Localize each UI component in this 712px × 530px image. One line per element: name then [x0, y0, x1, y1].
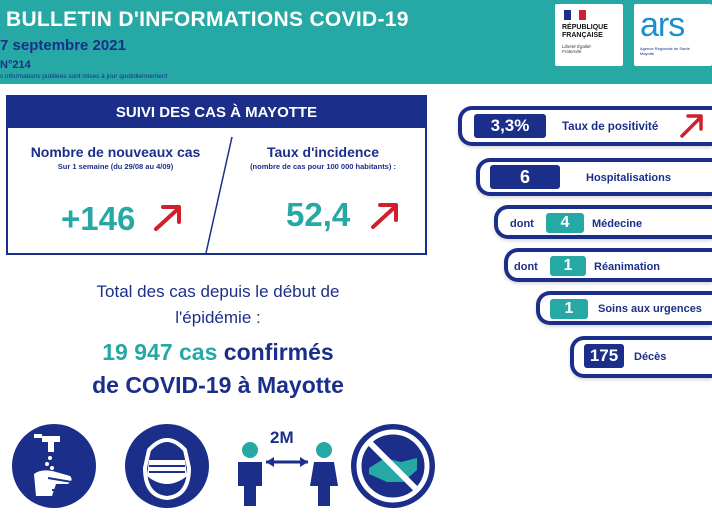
- total-confirmed: confirmés: [223, 339, 334, 365]
- total-count: 19 947 cas: [102, 339, 218, 365]
- deces-value: 175: [584, 344, 624, 368]
- hosp-value: 6: [490, 165, 560, 189]
- ars-logo: ars Agence Régionale de Santé Mayotte: [634, 4, 712, 66]
- positivity-value: 3,3%: [474, 114, 546, 138]
- french-flag-icon: [564, 10, 586, 20]
- total-line2: l'épidémie :: [175, 308, 261, 327]
- rf-motto: Liberté Égalité Fraternité: [562, 44, 591, 54]
- hosp-label: Hospitalisations: [586, 172, 671, 184]
- reanimation-label: Réanimation: [594, 261, 661, 273]
- new-cases-value: +146: [61, 200, 136, 237]
- total-intro: Total des cas depuis le début de l'épidé…: [0, 279, 436, 331]
- suivi-title: SUIVI DES CAS À MAYOTTE: [8, 97, 425, 128]
- arrow-up-right-icon: [680, 114, 703, 138]
- distance-label: 2M: [270, 428, 294, 447]
- medecine-value: 4: [546, 213, 584, 233]
- medecine-label: Médecine: [592, 218, 643, 230]
- deces-label: Décès: [634, 351, 667, 363]
- bulletin-date: 7 septembre 2021: [0, 37, 126, 54]
- stat-deces: 175 Décès: [570, 336, 712, 378]
- reanimation-value: 1: [550, 256, 586, 276]
- incidence-value: 52,4: [286, 196, 351, 233]
- incidence-title: Taux d'incidence: [267, 144, 379, 160]
- republique-francaise-logo: RÉPUBLIQUE FRANÇAISE Liberté Égalité Fra…: [555, 4, 623, 66]
- total-line4: de COVID-19 à Mayotte: [92, 372, 344, 398]
- ars-name: ars: [640, 6, 685, 44]
- total-cases: 19 947 cas confirmés de COVID-19 à Mayot…: [0, 336, 436, 402]
- hand-washing-icon: [12, 424, 96, 508]
- reanimation-prefix: dont: [514, 261, 538, 273]
- stat-reanimation: dont 1 Réanimation: [504, 248, 712, 282]
- bulletin-title: BULLETIN D'INFORMATIONS COVID-19: [6, 8, 409, 31]
- distance-icon: 2M: [232, 428, 344, 512]
- column-divider: [205, 136, 233, 254]
- new-cases-title: Nombre de nouveaux cas: [30, 144, 201, 160]
- header-banner: BULLETIN D'INFORMATIONS COVID-19 7 septe…: [0, 0, 712, 84]
- positivity-label: Taux de positivité: [562, 121, 659, 133]
- medecine-prefix: dont: [510, 218, 534, 230]
- mask-icon: [125, 424, 209, 508]
- stat-positivity: 3,3% Taux de positivité: [458, 106, 712, 146]
- ars-subtitle: Agence Régionale de Santé Mayotte: [640, 46, 690, 56]
- arrow-up-right-icon: [154, 205, 181, 231]
- total-line1: Total des cas depuis le début de: [96, 282, 340, 301]
- suivi-panel: SUIVI DES CAS À MAYOTTE Nombre de nouvea…: [6, 95, 427, 255]
- new-cases-subtitle: Sur 1 semaine (du 29/08 au 4/09): [57, 162, 174, 171]
- rf-name: RÉPUBLIQUE FRANÇAISE: [562, 24, 608, 39]
- urgences-value: 1: [550, 299, 588, 319]
- stat-hospitalisations: 6 Hospitalisations: [476, 158, 712, 196]
- arrow-up-right-icon: [371, 203, 398, 229]
- bulletin-number: N°214: [0, 59, 31, 71]
- urgences-label: Soins aux urgences: [598, 303, 702, 315]
- stat-urgences: 1 Soins aux urgences: [536, 291, 712, 325]
- bulletin-note: s informations publiées sont mises à jou…: [0, 73, 168, 80]
- incidence-subtitle: (nombre de cas pour 100 000 habitants) :: [250, 162, 396, 171]
- stat-medecine: dont 4 Médecine: [494, 205, 712, 239]
- no-handshake-icon: [351, 424, 435, 508]
